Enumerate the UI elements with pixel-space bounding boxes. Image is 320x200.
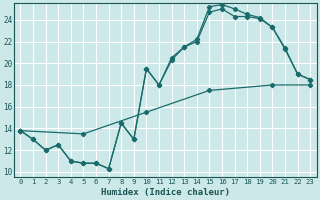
X-axis label: Humidex (Indice chaleur): Humidex (Indice chaleur): [101, 188, 230, 197]
